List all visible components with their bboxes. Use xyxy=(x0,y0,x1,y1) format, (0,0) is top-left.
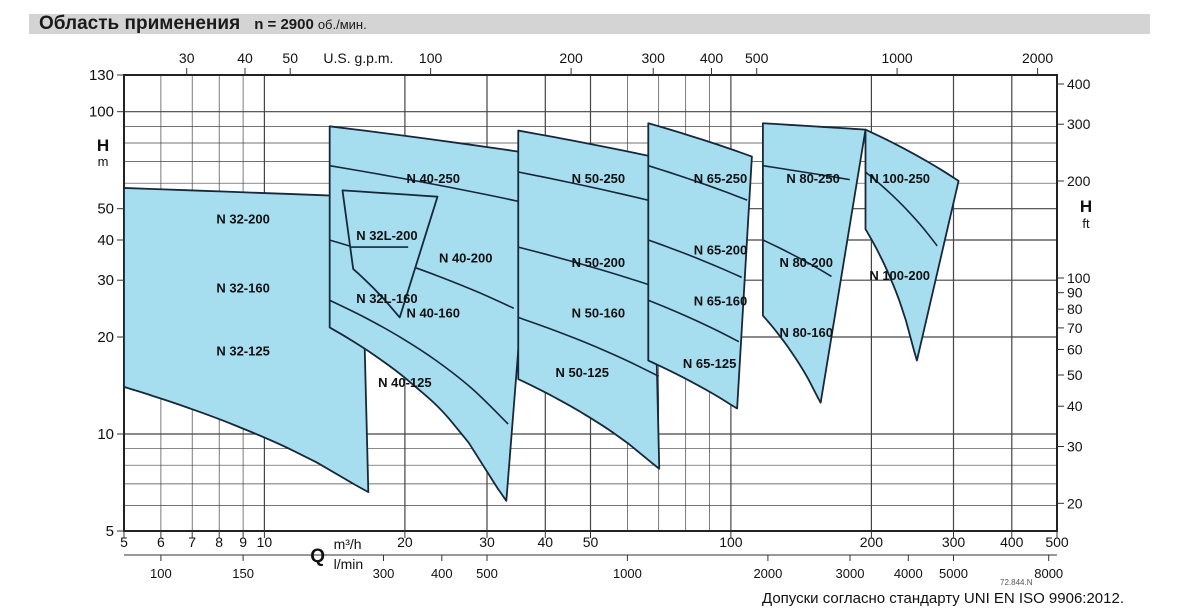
svg-text:200: 200 xyxy=(1067,173,1091,189)
svg-text:1000: 1000 xyxy=(613,566,642,581)
svg-text:l/min: l/min xyxy=(334,556,364,572)
svg-text:300: 300 xyxy=(642,50,666,66)
svg-text:m: m xyxy=(98,154,109,169)
svg-text:N 32-160: N 32-160 xyxy=(216,280,269,295)
svg-text:20: 20 xyxy=(97,329,114,346)
svg-text:N 65-250: N 65-250 xyxy=(694,171,747,186)
svg-text:ft: ft xyxy=(1082,216,1090,231)
svg-text:N 100-200: N 100-200 xyxy=(869,268,930,283)
svg-text:40: 40 xyxy=(1067,398,1083,414)
svg-text:H: H xyxy=(1080,197,1092,216)
svg-text:N 50-125: N 50-125 xyxy=(555,365,608,380)
svg-text:400: 400 xyxy=(1067,76,1091,92)
svg-text:400: 400 xyxy=(431,566,453,581)
svg-text:50: 50 xyxy=(282,50,298,66)
svg-text:m³/h: m³/h xyxy=(334,536,362,552)
svg-text:N 50-200: N 50-200 xyxy=(572,255,625,270)
svg-text:N 32L-200: N 32L-200 xyxy=(356,228,417,243)
svg-text:30: 30 xyxy=(179,50,195,66)
svg-text:50: 50 xyxy=(1067,367,1083,383)
svg-text:500: 500 xyxy=(745,50,769,66)
svg-text:30: 30 xyxy=(97,272,114,289)
svg-text:30: 30 xyxy=(1067,439,1083,455)
svg-text:40: 40 xyxy=(97,232,114,249)
svg-text:10: 10 xyxy=(97,426,114,443)
svg-text:80: 80 xyxy=(1067,301,1083,317)
svg-text:130: 130 xyxy=(89,67,114,84)
svg-text:N 32-125: N 32-125 xyxy=(216,344,269,359)
svg-text:5: 5 xyxy=(106,523,114,540)
svg-text:N 40-200: N 40-200 xyxy=(439,251,492,266)
svg-text:N 100-250: N 100-250 xyxy=(869,171,930,186)
svg-text:H: H xyxy=(97,136,109,155)
svg-text:100: 100 xyxy=(150,566,172,581)
svg-text:2000: 2000 xyxy=(1022,50,1053,66)
svg-text:N 80-160: N 80-160 xyxy=(779,325,832,340)
svg-text:N 50-160: N 50-160 xyxy=(572,305,625,320)
svg-text:N 65-125: N 65-125 xyxy=(683,356,736,371)
svg-text:Q: Q xyxy=(310,546,325,567)
svg-text:100: 100 xyxy=(89,104,114,121)
svg-text:2000: 2000 xyxy=(753,566,782,581)
svg-text:90: 90 xyxy=(1067,285,1083,301)
svg-text:N 40-160: N 40-160 xyxy=(406,305,459,320)
svg-text:300: 300 xyxy=(1067,116,1091,132)
svg-text:N 40-125: N 40-125 xyxy=(378,375,431,390)
svg-text:20: 20 xyxy=(1067,495,1083,511)
svg-text:150: 150 xyxy=(232,566,254,581)
svg-text:N 32L-160: N 32L-160 xyxy=(356,291,417,306)
svg-text:100: 100 xyxy=(419,50,443,66)
svg-text:3000: 3000 xyxy=(836,566,865,581)
svg-text:N 65-160: N 65-160 xyxy=(694,294,747,309)
svg-text:8000: 8000 xyxy=(1034,566,1063,581)
svg-text:U.S. g.p.m.: U.S. g.p.m. xyxy=(323,50,393,66)
svg-text:1000: 1000 xyxy=(882,50,913,66)
svg-text:300: 300 xyxy=(373,566,395,581)
svg-text:N 40-250: N 40-250 xyxy=(406,171,459,186)
svg-text:200: 200 xyxy=(559,50,583,66)
svg-text:N 65-200: N 65-200 xyxy=(694,243,747,258)
svg-text:N 80-250: N 80-250 xyxy=(786,171,839,186)
svg-text:4000: 4000 xyxy=(894,566,923,581)
svg-text:N 80-200: N 80-200 xyxy=(779,255,832,270)
svg-text:50: 50 xyxy=(97,201,114,218)
svg-text:5000: 5000 xyxy=(939,566,968,581)
svg-text:400: 400 xyxy=(700,50,724,66)
svg-text:100: 100 xyxy=(1067,270,1091,286)
svg-text:N 32-200: N 32-200 xyxy=(216,212,269,227)
svg-text:60: 60 xyxy=(1067,342,1083,358)
svg-text:70: 70 xyxy=(1067,320,1083,336)
svg-text:N 50-250: N 50-250 xyxy=(572,171,625,186)
svg-text:40: 40 xyxy=(237,50,253,66)
svg-text:500: 500 xyxy=(476,566,498,581)
